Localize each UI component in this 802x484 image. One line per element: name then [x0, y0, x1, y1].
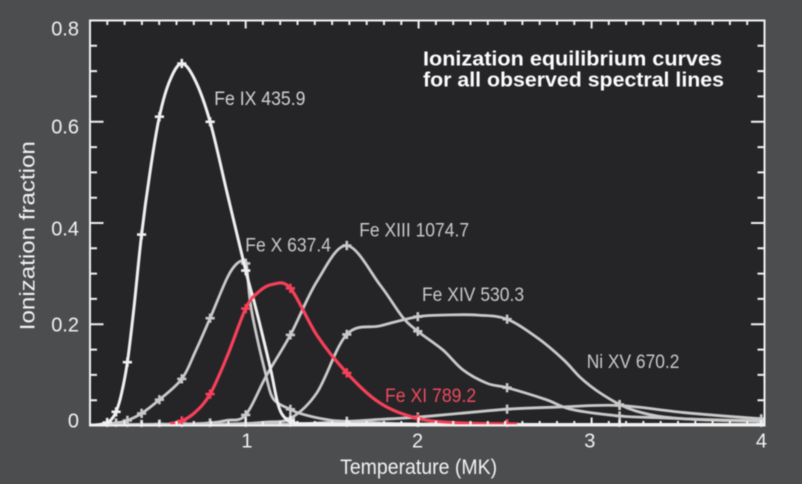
svg-text:0.4: 0.4 — [51, 218, 79, 240]
svg-text:Ionization fraction: Ionization fraction — [17, 141, 40, 330]
svg-text:0.2: 0.2 — [51, 314, 79, 336]
svg-text:Fe XI 789.2: Fe XI 789.2 — [385, 386, 476, 407]
svg-text:Temperature (MK): Temperature (MK) — [340, 456, 497, 479]
svg-text:1: 1 — [241, 431, 252, 453]
svg-text:0.6: 0.6 — [51, 116, 79, 138]
svg-text:4: 4 — [756, 431, 767, 453]
svg-text:Ionization equilibrium curves: Ionization equilibrium curves — [423, 49, 722, 71]
svg-text:Fe XIII 1074.7: Fe XIII 1074.7 — [359, 221, 469, 242]
svg-text:Fe XIV 530.3: Fe XIV 530.3 — [422, 285, 524, 306]
svg-text:3: 3 — [584, 431, 595, 453]
svg-text:for all observed spectral line: for all observed spectral lines — [423, 69, 724, 91]
svg-text:Fe X 637.4: Fe X 637.4 — [245, 236, 331, 257]
svg-text:0.8: 0.8 — [51, 18, 79, 40]
svg-text:Fe IX 435.9: Fe IX 435.9 — [214, 89, 305, 110]
svg-text:Ni XV 670.2: Ni XV 670.2 — [587, 352, 680, 373]
svg-text:0: 0 — [68, 411, 79, 433]
svg-text:2: 2 — [412, 431, 423, 453]
